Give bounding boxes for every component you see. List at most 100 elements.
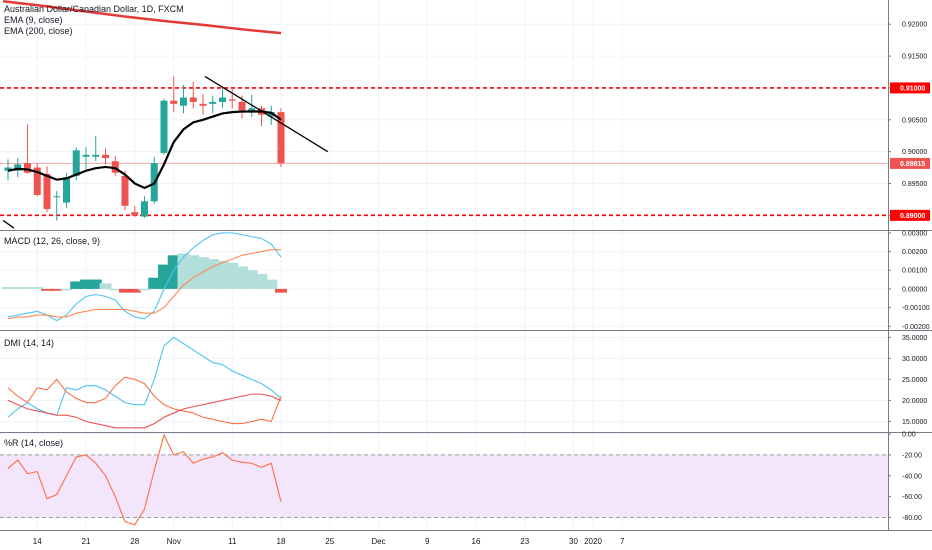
candle-body[interactable] [102,154,109,159]
x-tick-label: 25 [325,537,334,546]
y-tick-label: -0.00200 [902,324,930,331]
candle-body[interactable] [219,97,226,102]
price-badge-label: 0.91000 [900,85,925,92]
y-tick-label: -60.00 [902,494,922,501]
candle-body[interactable] [131,212,139,216]
macd-histogram-bar[interactable] [119,288,131,293]
candle-body[interactable] [238,101,246,111]
y-tick-label: 0.89500 [902,181,927,188]
ema9-line[interactable] [7,110,282,190]
macd-histogram-bar[interactable] [70,281,83,289]
x-tick-label: 14 [33,537,42,546]
macd-histogram-bar[interactable] [60,288,73,291]
candle-body[interactable] [199,103,207,106]
macd-line[interactable] [7,232,282,322]
macd-histogram-bar[interactable] [41,288,53,291]
y-tick-label: 0.92000 [902,22,927,29]
grid [0,0,888,530]
trendline[interactable] [2,219,15,229]
macd-histogram-bar[interactable] [255,273,268,289]
ema200-legend[interactable]: EMA (200, close) [4,26,73,36]
x-tick-label: 18 [277,537,286,546]
macd-histogram-bar[interactable] [275,288,287,293]
dmi-legend-title[interactable]: DMI (14, 14) [4,338,55,348]
candle-body[interactable] [33,167,41,195]
candle-body[interactable] [24,163,31,173]
dmi-pane[interactable] [7,336,282,429]
candle-body[interactable] [189,97,197,102]
candle-body[interactable] [121,175,129,206]
x-tick-label: 28 [130,537,139,546]
macd-histogram-bar[interactable] [197,257,209,289]
macd-histogram-bar[interactable] [21,287,34,289]
candle-body[interactable] [72,150,80,176]
y-tick-label: 0.00 [902,432,916,439]
candle-body[interactable] [248,108,256,113]
adx-line[interactable] [7,393,282,429]
candle-body[interactable] [111,161,119,173]
price-plot [0,0,888,229]
candle-body[interactable] [180,97,187,106]
candle-body[interactable] [92,154,100,157]
price-legend: Australian Dollar/Canadian Dollar, 1D, F… [4,4,184,37]
y-tick-label: 35.0000 [902,335,927,342]
y-tick-label: -80.00 [902,515,922,522]
signal-line[interactable] [7,249,281,320]
candle-body[interactable] [209,101,217,104]
macd-histogram-bar[interactable] [2,287,14,289]
macd-histogram-bar[interactable] [245,270,258,289]
macd-histogram-bar[interactable] [80,279,92,289]
macd-legend-title[interactable]: MACD (12, 26, close, 9) [4,236,101,246]
macd-histogram-bar[interactable] [109,288,122,291]
candle-body[interactable] [160,100,168,153]
williams-r-legend-title[interactable]: %R (14, close) [4,438,64,448]
macd-histogram-bar[interactable] [31,287,44,289]
macd-histogram-bar[interactable] [236,266,248,289]
pane-separators [0,0,932,531]
trendline[interactable] [204,75,329,153]
ema200-line[interactable] [2,0,282,35]
candle-body[interactable] [170,100,178,104]
williams-r-pane[interactable] [7,433,282,526]
candle-body[interactable] [267,112,275,117]
ema9-legend[interactable]: EMA (9, close) [4,15,63,25]
macd-histogram-bar[interactable] [148,277,161,289]
williams-r-band [0,454,888,518]
candle-body[interactable] [277,112,285,164]
candle-body[interactable] [53,196,61,198]
macd-pane[interactable] [2,232,287,322]
macd-histogram-bar[interactable] [216,260,229,289]
macd-histogram-bar[interactable] [89,279,102,289]
candle-body[interactable] [82,154,90,157]
y-tick-label: 0.00100 [902,268,927,275]
macd-histogram-bar[interactable] [167,255,180,289]
candle-body[interactable] [228,99,236,101]
candle-body[interactable] [14,164,22,171]
price-scale[interactable]: 0.92000 0.91500 0.91000 0.90500 0.90000 0.895… [888,22,930,522]
candle-body[interactable] [141,201,148,217]
candle-body[interactable] [4,167,12,171]
y-tick-label: 0.90500 [902,117,927,124]
di-minus-line[interactable] [7,376,282,425]
macd-histogram-bar[interactable] [226,262,239,289]
y-tick-label: 30.0000 [902,356,927,363]
macd-histogram-bar[interactable] [11,287,24,289]
williams-r-legend: %R (14, close) [4,438,63,449]
macd-histogram-bar[interactable] [138,288,151,291]
macd-histogram-bar[interactable] [177,253,190,289]
macd-histogram-bar[interactable] [128,288,141,293]
x-tick-label: 16 [472,537,481,546]
macd-histogram-bar[interactable] [265,279,278,289]
macd-histogram-bar[interactable] [206,259,219,289]
time-scale[interactable]: 14 21 28 Nov 11 18 25 Dec 9 16 23 30 2020 7 [33,537,625,546]
candle-body[interactable] [43,173,51,209]
williams-r-line[interactable] [7,433,282,526]
price-pane[interactable] [0,0,888,229]
macd-histogram-bar[interactable] [50,288,63,291]
symbol-title[interactable]: Australian Dollar/Canadian Dollar, 1D, F… [4,4,184,14]
price-badge [890,82,930,94]
candle-body[interactable] [63,177,70,203]
macd-histogram-bar[interactable] [99,283,112,289]
di-plus-line[interactable] [7,336,282,418]
x-tick-label: Dec [371,537,385,546]
